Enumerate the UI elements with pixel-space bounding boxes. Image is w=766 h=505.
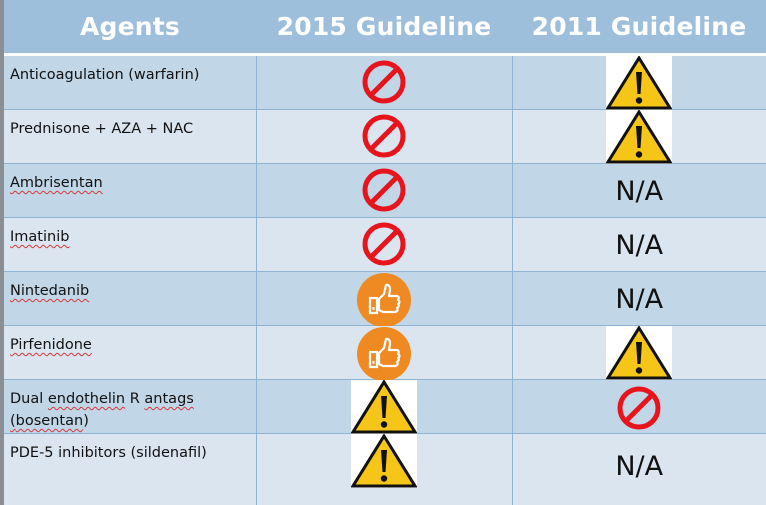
prohibited-icon — [362, 114, 406, 158]
g2015-cell — [255, 433, 512, 505]
guideline-comparison-table: Agents 2015 Guideline 2011 Guideline Ant… — [4, 0, 766, 505]
table-row: Imatinib N/A — [4, 217, 766, 272]
agent-name: Nintedanib — [10, 283, 90, 299]
table-row: Ambrisentan N/A — [4, 163, 766, 218]
not-applicable-text: N/A — [615, 230, 664, 261]
table-row: Dual endothelin R antags (bosentan) — [4, 379, 766, 434]
warning-icon — [606, 110, 673, 164]
agent-cell: Imatinib — [4, 217, 256, 272]
not-applicable-text: N/A — [615, 176, 664, 207]
thumbs-up-icon — [357, 327, 411, 381]
agent-cell: Anticoagulation (warfarin) — [4, 54, 256, 110]
agent-cell: Dual endothelin R antags (bosentan) — [4, 379, 256, 434]
g2011-cell: N/A — [511, 271, 766, 326]
agent-name: Dual endothelin R antags (bosentan) — [10, 391, 194, 429]
agent-name: Imatinib — [10, 229, 70, 245]
agent-name: Prednisone + AZA + NAC — [10, 121, 194, 137]
g2015-cell — [255, 109, 512, 164]
prohibited-icon — [362, 222, 406, 266]
agent-cell: Prednisone + AZA + NAC — [4, 109, 256, 164]
agent-name: Ambrisentan — [10, 175, 103, 191]
table-row: Prednisone + AZA + NAC — [4, 109, 766, 164]
prohibited-icon — [362, 168, 406, 212]
warning-icon — [351, 434, 417, 488]
table-row: PDE-5 inhibitors (sildenafil) N/A — [4, 433, 766, 505]
prohibited-icon — [617, 386, 661, 430]
g2011-cell: N/A — [511, 433, 766, 505]
g2011-cell: N/A — [511, 163, 766, 218]
not-applicable-text: N/A — [615, 451, 664, 482]
agent-cell: Ambrisentan — [4, 163, 256, 218]
agent-cell: Pirfenidone — [4, 325, 256, 380]
g2015-cell — [255, 54, 512, 110]
g2011-cell: N/A — [511, 217, 766, 272]
table-row: Pirfenidone — [4, 325, 766, 381]
table-row: Anticoagulation (warfarin) — [4, 54, 766, 110]
agent-cell: Nintedanib — [4, 271, 256, 326]
agent-name: Pirfenidone — [10, 337, 92, 353]
g2015-cell — [255, 379, 512, 434]
g2015-cell — [255, 217, 512, 272]
g2011-cell — [511, 379, 766, 434]
header-2011-guideline: 2011 Guideline — [512, 0, 766, 56]
warning-icon — [606, 56, 673, 110]
g2015-cell — [255, 325, 512, 381]
header-2015-guideline: 2015 Guideline — [256, 0, 512, 56]
g2011-cell — [511, 54, 766, 110]
table-row: Nintedanib N/A — [4, 271, 766, 327]
g2011-cell — [511, 109, 766, 164]
not-applicable-text: N/A — [615, 284, 664, 315]
warning-icon — [606, 326, 673, 380]
g2015-cell — [255, 163, 512, 218]
header-row: Agents 2015 Guideline 2011 Guideline — [4, 0, 766, 56]
g2011-cell — [511, 325, 766, 380]
agent-name: PDE-5 inhibitors (sildenafil) — [10, 445, 207, 461]
warning-icon — [351, 380, 417, 434]
prohibited-icon — [362, 60, 406, 104]
agent-cell: PDE-5 inhibitors (sildenafil) — [4, 433, 256, 505]
thumbs-up-icon — [357, 273, 411, 327]
left-border — [0, 0, 4, 505]
agent-name: Anticoagulation (warfarin) — [10, 67, 200, 83]
header-agents: Agents — [4, 0, 256, 56]
g2015-cell — [255, 271, 512, 327]
